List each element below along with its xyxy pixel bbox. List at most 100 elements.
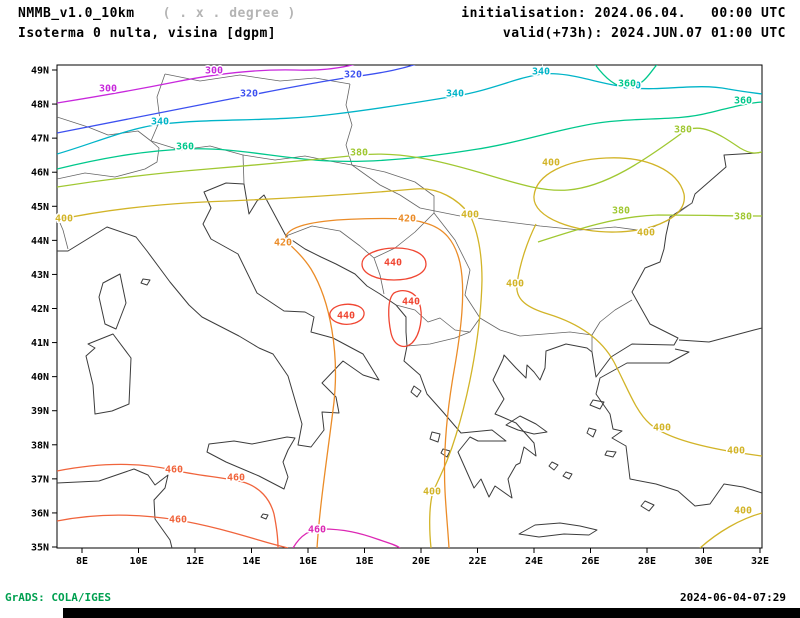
contour-label-340: 340 bbox=[623, 81, 641, 92]
lat-tick-label: 48N bbox=[31, 100, 49, 111]
contour-label-380: 380 bbox=[612, 206, 630, 217]
contour-label-400: 400 bbox=[423, 487, 441, 498]
contour-line-440 bbox=[329, 303, 365, 325]
lon-tick-label: 14E bbox=[242, 556, 260, 567]
coastline-path bbox=[410, 385, 422, 398]
lon-tick-label: 22E bbox=[468, 556, 486, 567]
coastline-path bbox=[595, 348, 762, 507]
model-title: NMMB_v1.0_10km bbox=[18, 6, 135, 21]
lon-tick-label: 32E bbox=[751, 556, 769, 567]
coastline-path bbox=[57, 151, 762, 499]
contour-line-380 bbox=[537, 214, 762, 243]
contour-line-360 bbox=[57, 101, 762, 170]
border-path bbox=[351, 164, 435, 213]
coastlines-layer bbox=[57, 151, 762, 548]
contour-label-380: 380 bbox=[674, 125, 692, 136]
lat-tick-label: 38N bbox=[31, 440, 49, 451]
coastline-path bbox=[562, 471, 573, 480]
contour-label-420: 420 bbox=[274, 238, 292, 249]
contour-label-400: 400 bbox=[506, 279, 524, 290]
contour-line-460 bbox=[292, 528, 401, 548]
contour-label-340: 340 bbox=[532, 67, 550, 78]
contour-line-340 bbox=[57, 72, 762, 155]
contour-label-400: 400 bbox=[55, 214, 73, 225]
contour-label-400: 400 bbox=[727, 446, 745, 457]
contour-label-340: 340 bbox=[151, 117, 169, 128]
contour-line-460 bbox=[57, 463, 279, 548]
coastline-path bbox=[640, 500, 655, 512]
coastline-path bbox=[85, 333, 132, 415]
lat-tick-label: 47N bbox=[31, 134, 49, 145]
coastline-path bbox=[140, 278, 151, 286]
coastline-path bbox=[589, 399, 605, 410]
contour-label-400: 400 bbox=[461, 210, 479, 221]
contour-line-420 bbox=[285, 217, 464, 548]
contour-label-400: 400 bbox=[653, 423, 671, 434]
lon-tick-label: 10E bbox=[129, 556, 147, 567]
coastline-path bbox=[586, 427, 597, 438]
lat-tick-label: 39N bbox=[31, 406, 49, 417]
contour-label-320: 320 bbox=[240, 89, 258, 100]
coastline-path bbox=[548, 461, 559, 471]
contour-line-440 bbox=[361, 247, 427, 281]
contour-line-460 bbox=[57, 514, 289, 548]
coastline-path bbox=[604, 450, 617, 458]
contour-label-320: 320 bbox=[344, 70, 362, 81]
contour-line-360 bbox=[594, 65, 658, 89]
contour-label-460: 460 bbox=[308, 525, 326, 536]
init-time: initialisation: 2024.06.04. 00:00 UTC bbox=[461, 6, 786, 21]
contour-line-400 bbox=[699, 512, 762, 548]
lon-tick-label: 20E bbox=[412, 556, 430, 567]
contours-layer bbox=[57, 65, 762, 548]
coastline-path bbox=[505, 415, 548, 435]
contour-label-460: 460 bbox=[165, 465, 183, 476]
lat-tick-label: 45N bbox=[31, 202, 49, 213]
contour-label-300: 300 bbox=[99, 84, 117, 95]
coastline-path bbox=[206, 436, 296, 490]
lat-tick-label: 36N bbox=[31, 508, 49, 519]
lon-tick-label: 16E bbox=[299, 556, 317, 567]
borders-layer bbox=[57, 73, 693, 352]
grads-credit: GrADS: COLA/IGES bbox=[5, 591, 111, 604]
border-path bbox=[150, 140, 245, 185]
contour-label-380: 380 bbox=[734, 212, 752, 223]
contour-label-440: 440 bbox=[402, 297, 420, 308]
lat-tick-label: 44N bbox=[31, 236, 49, 247]
lat-tick-label: 40N bbox=[31, 372, 49, 383]
chart-footer: GrADS: COLA/IGES 2024-06-04-07:29 bbox=[0, 591, 800, 604]
contour-label-400: 400 bbox=[637, 228, 655, 239]
field-title: Isoterma 0 nulta, visina [dgpm] bbox=[18, 26, 277, 41]
axes-layer: 49N 48N 47N 46N 45N 44N 43N 42N 41N 40N 39N 38N 37N 3… bbox=[31, 66, 769, 568]
coastline-path bbox=[429, 431, 441, 443]
coastline-path bbox=[518, 522, 598, 538]
contour-label-460: 460 bbox=[227, 473, 245, 484]
chart-header: NMMB_v1.0_10km ( . x . degree ) initialis… bbox=[0, 4, 800, 44]
border-path bbox=[406, 317, 593, 347]
border-path bbox=[395, 304, 471, 333]
resolution-note: ( . x . degree ) bbox=[162, 6, 296, 21]
lat-tick-label: 42N bbox=[31, 304, 49, 315]
border-path bbox=[57, 116, 160, 180]
border-path bbox=[242, 154, 353, 166]
contour-label-360: 360 bbox=[618, 79, 636, 90]
contour-label-440: 440 bbox=[384, 258, 402, 269]
contour-label-340: 340 bbox=[446, 89, 464, 100]
title-line-1: NMMB_v1.0_10km ( . x . degree ) bbox=[18, 4, 296, 24]
contour-label-400: 400 bbox=[542, 158, 560, 169]
lat-tick-label: 49N bbox=[31, 66, 49, 77]
contour-label-440: 440 bbox=[337, 311, 355, 322]
contour-label-400: 400 bbox=[734, 506, 752, 517]
lat-tick-label: 46N bbox=[31, 168, 49, 179]
coastline-path bbox=[57, 468, 173, 548]
lon-tick-label: 24E bbox=[525, 556, 543, 567]
contour-label-300: 300 bbox=[205, 66, 223, 77]
border-path bbox=[57, 215, 69, 250]
creation-timestamp: 2024-06-04-07:29 bbox=[680, 591, 786, 604]
border-path bbox=[351, 164, 693, 232]
lon-tick-label: 28E bbox=[638, 556, 656, 567]
contour-label-360: 360 bbox=[734, 96, 752, 107]
contour-line-320 bbox=[57, 65, 416, 134]
lon-tick-label: 8E bbox=[76, 556, 88, 567]
